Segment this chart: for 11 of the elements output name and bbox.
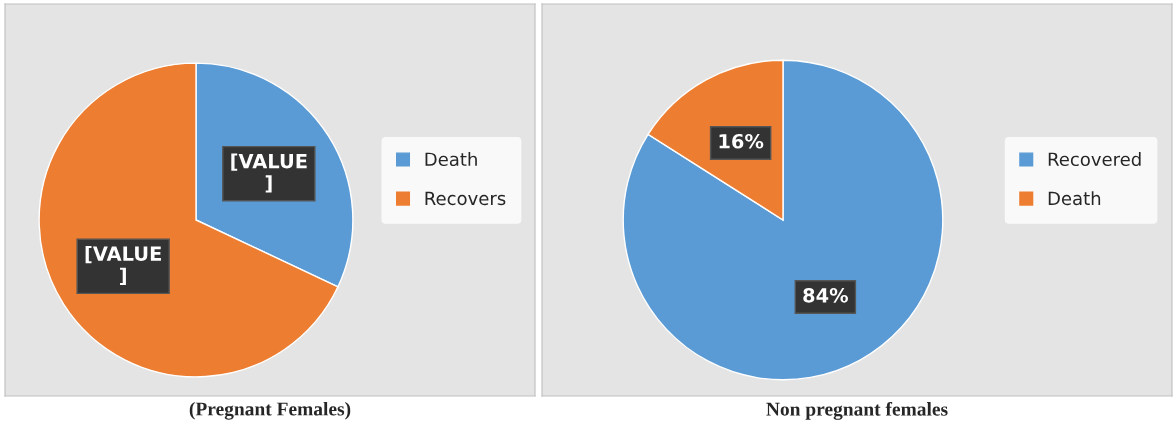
legend-label: Recovered: [1048, 152, 1141, 167]
pie-slice: [622, 59, 944, 381]
data-label: [VALUE ]: [231, 153, 307, 193]
data-label: [VALUE ]: [85, 245, 161, 286]
text: (Pregnant Females): [189, 401, 351, 420]
data-label: 16%: [719, 133, 764, 149]
text: Non pregnant females: [766, 401, 948, 420]
data-label: 84%: [803, 287, 848, 303]
legend-label: Death: [1048, 191, 1101, 206]
legend-label: Death: [425, 152, 477, 167]
legend-label: Recovers: [425, 191, 506, 206]
